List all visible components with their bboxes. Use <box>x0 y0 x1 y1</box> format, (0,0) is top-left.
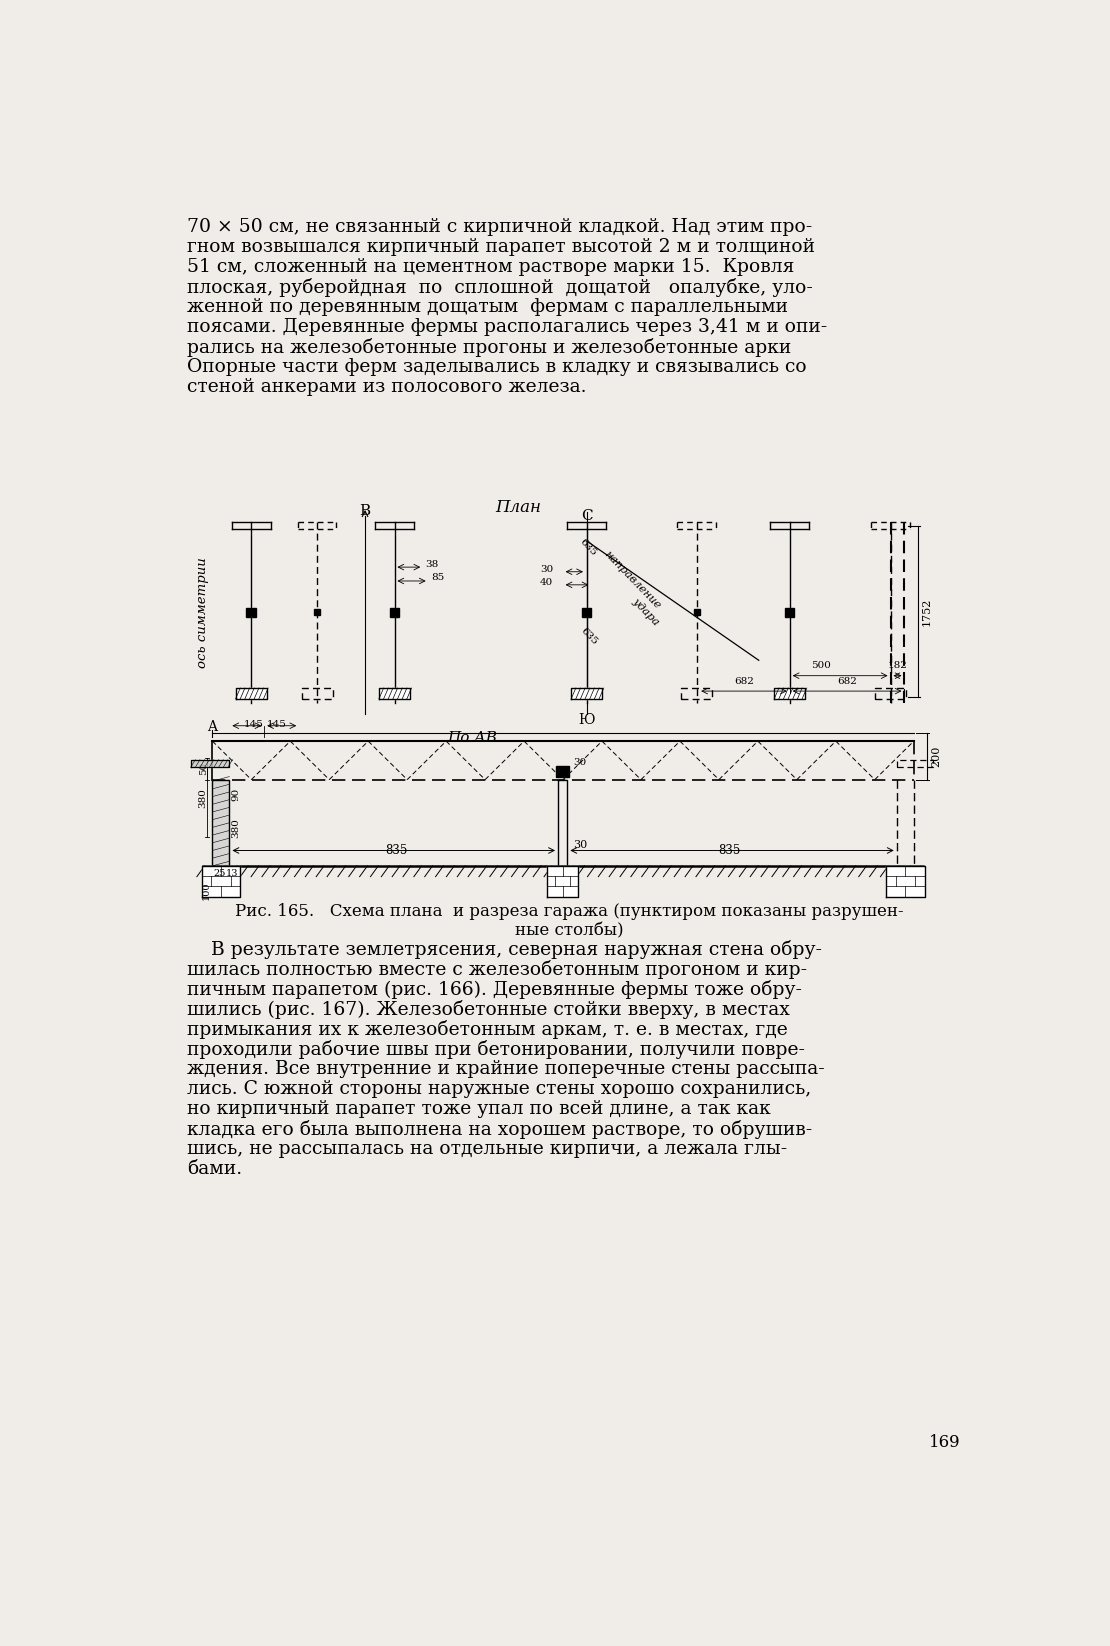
Text: В результате землетрясения, северная наружная стена обру-: В результате землетрясения, северная нар… <box>186 940 821 960</box>
Text: 40: 40 <box>541 578 554 588</box>
Polygon shape <box>191 759 230 767</box>
Text: 380: 380 <box>199 788 208 808</box>
Text: A: A <box>208 721 218 734</box>
Text: 13: 13 <box>225 869 238 877</box>
Text: 85: 85 <box>431 573 444 583</box>
Text: лись. С южной стороны наружные стены хорошо сохранились,: лись. С южной стороны наружные стены хор… <box>186 1080 811 1098</box>
Text: 30: 30 <box>574 839 588 849</box>
Text: 835: 835 <box>718 844 740 858</box>
Text: План: План <box>495 499 542 515</box>
Text: 30: 30 <box>574 759 587 767</box>
Bar <box>314 609 320 616</box>
Bar <box>582 607 592 617</box>
Text: B: B <box>360 504 371 518</box>
Text: 200: 200 <box>931 746 941 767</box>
Text: 70 × 50 см, не связанный с кирпичной кладкой. Над этим про-: 70 × 50 см, не связанный с кирпичной кла… <box>186 217 813 235</box>
Text: пичным парапетом (рис. 166). Деревянные фермы тоже обру-: пичным парапетом (рис. 166). Деревянные … <box>186 979 801 999</box>
Polygon shape <box>202 866 240 897</box>
Polygon shape <box>886 866 925 897</box>
Polygon shape <box>572 688 603 700</box>
Text: 635: 635 <box>579 625 599 647</box>
Text: шилась полностью вместе с железобетонным прогоном и кир-: шилась полностью вместе с железобетонным… <box>186 960 807 979</box>
Text: 682: 682 <box>837 677 857 686</box>
Text: 1752: 1752 <box>921 597 931 627</box>
Text: 51 см, сложенный на цементном растворе марки 15.  Кровля: 51 см, сложенный на цементном растворе м… <box>186 257 794 275</box>
Text: ось симметрии: ось симметрии <box>195 556 209 668</box>
Polygon shape <box>556 765 568 777</box>
Text: 100: 100 <box>202 881 211 900</box>
Polygon shape <box>235 688 266 700</box>
Text: но кирпичный парапет тоже упал по всей длине, а так как: но кирпичный парапет тоже упал по всей д… <box>186 1100 770 1118</box>
Text: C: C <box>581 509 593 522</box>
Text: 50: 50 <box>199 762 208 775</box>
Text: 182: 182 <box>888 662 907 670</box>
Polygon shape <box>212 780 230 866</box>
Text: 90: 90 <box>231 787 240 800</box>
Text: 145: 145 <box>266 719 286 729</box>
Text: проходили рабочие швы при бетонировании, получили повре-: проходили рабочие швы при бетонировании,… <box>186 1040 805 1058</box>
Text: 25: 25 <box>213 869 225 877</box>
Text: шились (рис. 167). Железобетонные стойки вверху, в местах: шились (рис. 167). Железобетонные стойки… <box>186 999 789 1019</box>
Text: кладка его была выполнена на хорошем растворе, то обрушив-: кладка его была выполнена на хорошем рас… <box>186 1119 813 1139</box>
Text: Рис. 165.   Схема плана  и разреза гаража (пунктиром показаны разрушен-: Рис. 165. Схема плана и разреза гаража (… <box>234 904 904 920</box>
Text: примыкания их к железобетонным аркам, т. е. в местах, где: примыкания их к железобетонным аркам, т.… <box>186 1021 788 1039</box>
Text: поясами. Деревянные фермы располагались через 3,41 м и опи-: поясами. Деревянные фермы располагались … <box>186 318 827 336</box>
Polygon shape <box>775 688 805 700</box>
Text: ные столбы): ные столбы) <box>515 923 623 940</box>
Bar <box>246 607 255 617</box>
Text: По АВ: По АВ <box>447 731 497 746</box>
Text: 380: 380 <box>231 818 240 838</box>
Text: 635: 635 <box>578 537 598 558</box>
Text: 145: 145 <box>243 719 263 729</box>
Text: 835: 835 <box>385 844 407 858</box>
Text: 682: 682 <box>734 677 754 686</box>
Text: рались на железобетонные прогоны и железобетонные арки: рались на железобетонные прогоны и желез… <box>186 337 791 357</box>
Text: плоская, руберойдная  по  сплошной  дощатой   опалубке, уло-: плоская, руберойдная по сплошной дощатой… <box>186 278 813 296</box>
Text: 500: 500 <box>810 662 830 670</box>
Bar <box>694 609 699 616</box>
Text: Ю: Ю <box>578 713 595 726</box>
Bar <box>785 607 795 617</box>
Polygon shape <box>379 688 410 700</box>
Text: 30: 30 <box>541 565 554 574</box>
Text: бами.: бами. <box>186 1160 242 1179</box>
Text: удара: удара <box>630 596 660 627</box>
Text: 169: 169 <box>929 1434 960 1452</box>
Text: Опорные части ферм заделывались в кладку и связывались со: Опорные части ферм заделывались в кладку… <box>186 357 807 375</box>
Text: 38: 38 <box>425 560 438 568</box>
Text: шись, не рассыпалась на отдельные кирпичи, а лежала глы-: шись, не рассыпалась на отдельные кирпич… <box>186 1141 787 1159</box>
Text: женной по деревянным дощатым  фермам с параллельными: женной по деревянным дощатым фермам с па… <box>186 298 788 316</box>
Bar <box>390 607 400 617</box>
Text: гном возвышался кирпичный парапет высотой 2 м и толщиной: гном возвышался кирпичный парапет высото… <box>186 237 815 255</box>
Text: направление: направление <box>603 548 663 611</box>
Text: ждения. Все внутренние и крайние поперечные стены рассыпа-: ждения. Все внутренние и крайние попереч… <box>186 1060 825 1078</box>
Polygon shape <box>547 866 578 897</box>
Text: стеной анкерами из полосового железа.: стеной анкерами из полосового железа. <box>186 377 586 395</box>
